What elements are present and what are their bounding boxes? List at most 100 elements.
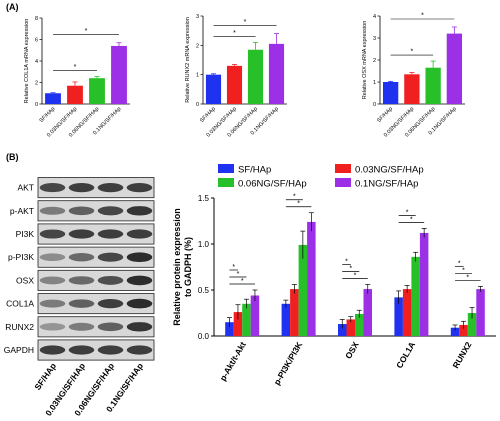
blot-band: [97, 298, 124, 309]
bar: [233, 312, 243, 336]
blot-row-label: PI3K: [16, 229, 35, 239]
blot-band: [126, 252, 153, 263]
bar: [404, 74, 420, 104]
x-category-label: SF/HAp: [39, 106, 57, 124]
blot-strip: [37, 246, 155, 268]
significance-star: *: [354, 272, 357, 279]
legend-swatch: [335, 178, 351, 187]
x-category-label: OSX: [343, 340, 361, 361]
y-axis-label-line1: Relative protein expression: [172, 208, 182, 326]
y-tick-label: 3: [373, 36, 376, 42]
blot-row-label: p-AKT: [10, 206, 34, 216]
significance-star: *: [406, 209, 409, 216]
significance-star: *: [233, 30, 236, 37]
y-tick-label: 1.5: [198, 194, 210, 203]
blot-band: [126, 229, 153, 239]
blot-band: [39, 183, 66, 193]
bar: [226, 65, 243, 104]
x-category-label: p-Akt/t-Akt: [218, 340, 248, 383]
bar: [363, 289, 372, 336]
blot-strip: [37, 339, 155, 361]
blot-band: [97, 252, 124, 262]
bar: [394, 297, 403, 336]
bar: [411, 256, 420, 336]
blot-band: [39, 229, 66, 239]
significance-star: *: [241, 278, 244, 285]
significance-star: *: [244, 19, 247, 26]
blot-strip: [37, 223, 155, 245]
blot-band: [39, 345, 66, 355]
blot-strip: [37, 200, 155, 222]
blot-band: [39, 276, 66, 285]
chart-col1a-mrna: 0 2 4 6 8 Relative COL1A mRNA expression SF/HA…: [24, 16, 130, 139]
y-tick-label: 1.0: [198, 240, 210, 249]
blot-band: [68, 253, 95, 262]
bar: [459, 324, 468, 336]
legend-entry: SF/HAp: [238, 165, 271, 176]
y-tick-label: 2: [35, 81, 38, 87]
blot-band: [97, 206, 124, 216]
y-tick-label: 1: [373, 80, 376, 86]
bar: [419, 232, 429, 336]
y-tick-label: 0.0: [198, 332, 210, 341]
blot-strip: [37, 293, 155, 315]
blot-band: [126, 206, 153, 216]
blot-band: [97, 275, 124, 285]
y-tick-label: 3: [196, 14, 199, 20]
bar: [346, 319, 355, 336]
bar: [290, 289, 299, 336]
y-tick-label: 0: [35, 102, 38, 108]
blot-strip: [37, 316, 155, 338]
blot-row-label: AKT: [17, 183, 34, 193]
bar: [225, 322, 234, 336]
bar: [446, 33, 463, 104]
blot-band: [68, 206, 95, 216]
blot-band: [68, 299, 95, 308]
y-axis-label-line2: to GADPH (%): [183, 237, 193, 297]
blot-band: [39, 253, 66, 262]
bar: [242, 303, 251, 336]
chart-protein-expression: 0.0 0.5 1.0 1.5 Relative protein expression t…: [172, 194, 496, 387]
bar: [307, 221, 316, 336]
significance-star: *: [293, 194, 296, 201]
blot-row-label: OSX: [16, 275, 34, 285]
blot-band: [68, 322, 95, 331]
y-tick-label: 6: [35, 38, 38, 44]
blot-band: [68, 182, 95, 193]
significance-star: *: [462, 267, 465, 274]
significance-star: *: [237, 271, 240, 278]
blot-row-label: p-PI3K: [8, 252, 34, 262]
bar: [355, 313, 364, 336]
chart-runx2-mrna: 0 1 2 3 Relative RUNX2 mRNA expression SF/HAp…: [185, 14, 287, 139]
panel-a-label: (A): [6, 2, 19, 12]
blot-row-label: GAPDH: [4, 345, 34, 355]
blot-band: [68, 345, 95, 355]
y-tick-label: 4: [35, 59, 38, 65]
legend-swatch: [335, 164, 351, 173]
blot-band: [39, 206, 66, 215]
y-tick-label: 0.5: [198, 286, 210, 295]
bar: [250, 295, 260, 336]
blot-row-label: RUNX2: [5, 322, 34, 332]
y-axis-label: Relative RUNX2 mRNA expression: [185, 17, 191, 103]
western-blot: AKT p-AKT PI3K p-PI3K OSX COL1A RUNX2 GAPDH SF/H…: [4, 177, 155, 418]
bar: [205, 74, 222, 104]
y-axis-label: Relative OSX mRNA expression: [362, 21, 368, 100]
significance-star: *: [232, 264, 235, 271]
legend: SF/HAp 0.03NG/SF/HAp 0.06NG/SF/HAp 0.1NG/SF…: [218, 164, 424, 190]
blot-band: [126, 275, 153, 286]
legend-swatch: [218, 178, 234, 187]
y-tick-label: 2: [373, 58, 376, 64]
blot-strip: [37, 269, 155, 291]
y-axis-label: Relative COL1A mRNA expression: [24, 19, 30, 104]
blot-band: [126, 345, 153, 355]
x-category-label: p-PI3K/PI3K: [272, 339, 305, 386]
significance-star: *: [85, 28, 88, 35]
bar: [467, 313, 477, 336]
bar: [67, 85, 83, 104]
bar: [450, 327, 460, 336]
bar: [45, 93, 61, 104]
bar: [247, 49, 264, 104]
